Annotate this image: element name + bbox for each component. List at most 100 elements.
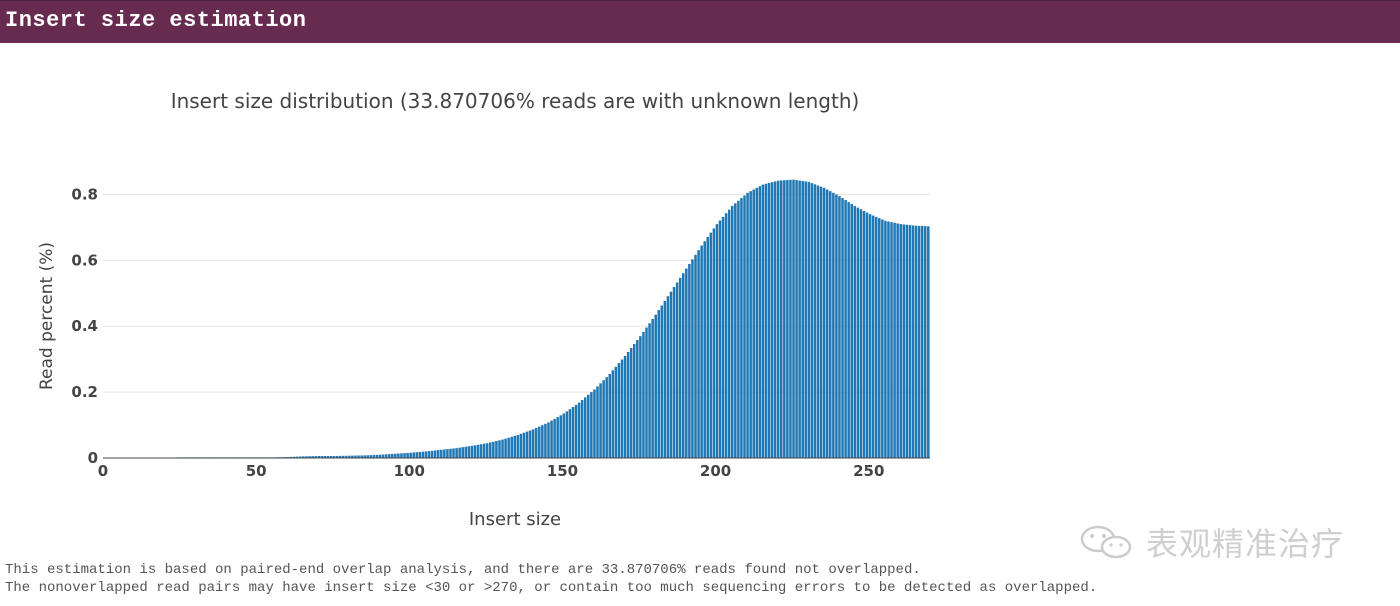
bar bbox=[455, 448, 458, 458]
x-tick-label: 50 bbox=[246, 462, 267, 480]
bar bbox=[862, 210, 866, 458]
bar bbox=[550, 420, 553, 458]
bar bbox=[485, 443, 489, 458]
bar bbox=[798, 180, 801, 459]
bar bbox=[391, 453, 394, 458]
bar bbox=[672, 287, 676, 458]
bar bbox=[384, 454, 388, 458]
bar bbox=[878, 218, 881, 458]
bar bbox=[724, 213, 728, 458]
bar bbox=[776, 180, 780, 458]
bar bbox=[694, 254, 697, 458]
bar bbox=[743, 195, 746, 459]
bar bbox=[620, 359, 624, 458]
bar bbox=[504, 438, 507, 458]
bar bbox=[663, 300, 667, 458]
bar bbox=[773, 181, 777, 458]
bar bbox=[660, 305, 664, 458]
bar bbox=[378, 454, 382, 458]
bar bbox=[479, 444, 483, 458]
bar bbox=[902, 224, 906, 458]
bar bbox=[430, 450, 434, 458]
bar bbox=[632, 344, 636, 458]
bar bbox=[786, 180, 789, 458]
bar bbox=[482, 443, 486, 458]
bar bbox=[868, 214, 872, 458]
bar bbox=[669, 291, 673, 458]
bar bbox=[749, 191, 752, 459]
bar bbox=[559, 415, 562, 458]
bar bbox=[498, 440, 501, 458]
bars bbox=[103, 179, 930, 459]
bar bbox=[403, 453, 406, 458]
bar bbox=[727, 209, 731, 458]
y-axis-ticks: 0 0.2 0.4 0.6 0.8 bbox=[71, 185, 98, 467]
y-tick-label: 0.8 bbox=[71, 185, 98, 203]
bar bbox=[574, 404, 578, 458]
bar bbox=[682, 273, 685, 458]
bar bbox=[522, 432, 526, 458]
bar bbox=[544, 423, 547, 458]
bar bbox=[565, 411, 569, 458]
bar bbox=[397, 453, 400, 458]
bar bbox=[807, 181, 811, 458]
bar bbox=[580, 400, 584, 458]
bar bbox=[752, 189, 755, 458]
bar bbox=[320, 456, 324, 458]
bar bbox=[899, 224, 902, 458]
bar bbox=[678, 277, 682, 458]
bar bbox=[697, 250, 700, 458]
bar bbox=[770, 182, 774, 458]
bar bbox=[829, 191, 832, 459]
bar bbox=[510, 436, 513, 458]
bar bbox=[299, 456, 302, 458]
bar bbox=[611, 370, 615, 458]
bar bbox=[731, 206, 734, 458]
bar bbox=[363, 455, 366, 458]
bar bbox=[571, 407, 575, 458]
bar bbox=[342, 455, 345, 458]
bar bbox=[513, 435, 517, 458]
bar bbox=[296, 456, 299, 458]
bar bbox=[685, 268, 688, 458]
bar bbox=[547, 422, 550, 458]
bar bbox=[645, 327, 648, 458]
bar bbox=[464, 446, 468, 458]
bar bbox=[317, 456, 321, 458]
bar bbox=[323, 456, 327, 458]
bar bbox=[305, 456, 308, 458]
bar bbox=[360, 455, 363, 458]
bar bbox=[599, 383, 602, 458]
bar bbox=[853, 206, 857, 458]
bar bbox=[528, 430, 532, 458]
bar bbox=[436, 450, 440, 458]
bar bbox=[715, 224, 719, 458]
bar bbox=[709, 232, 713, 458]
bar bbox=[516, 434, 520, 458]
bar bbox=[737, 200, 740, 458]
bar bbox=[525, 431, 529, 458]
chart-title: Insert size distribution (33.870706% rea… bbox=[171, 89, 860, 113]
bar bbox=[519, 433, 523, 458]
bar bbox=[819, 186, 823, 458]
bar bbox=[890, 222, 893, 458]
x-tick-label: 200 bbox=[700, 462, 731, 480]
bar bbox=[596, 386, 599, 458]
bar bbox=[795, 180, 798, 459]
estimation-note: This estimation is based on paired-end o… bbox=[5, 561, 1097, 597]
bar bbox=[856, 207, 860, 458]
bar bbox=[406, 452, 409, 458]
bar bbox=[308, 456, 311, 458]
bar bbox=[326, 456, 330, 458]
bar bbox=[433, 450, 437, 458]
bar bbox=[648, 323, 651, 458]
bar bbox=[332, 456, 336, 458]
bar bbox=[614, 366, 618, 458]
wechat-icon bbox=[1080, 525, 1132, 559]
bar bbox=[801, 181, 804, 459]
bar bbox=[507, 437, 510, 458]
bar bbox=[357, 455, 360, 458]
bar bbox=[755, 187, 759, 458]
bar bbox=[642, 331, 645, 458]
bar bbox=[721, 216, 725, 458]
